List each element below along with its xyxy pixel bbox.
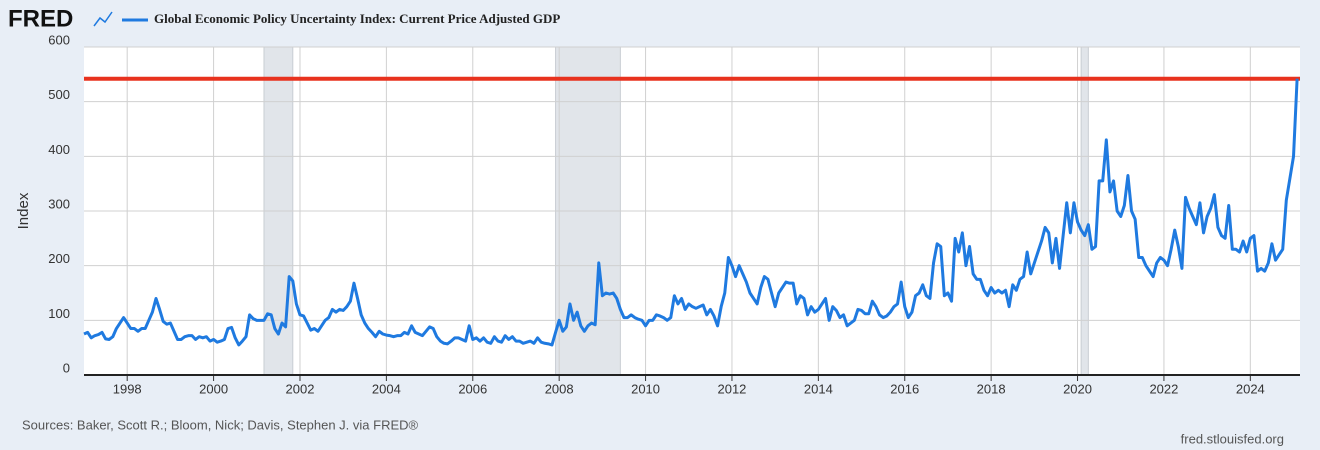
- x-tick-label: 2020: [1063, 381, 1092, 396]
- logo[interactable]: FRED: [8, 5, 73, 32]
- y-tick-label: 300: [48, 196, 70, 211]
- site[interactable]: fred.stlouisfed.org: [1181, 431, 1284, 446]
- y-axis-label: Index: [15, 192, 32, 229]
- x-tick-label: 2010: [631, 381, 660, 396]
- data-line: [83, 78, 1299, 347]
- x-tick-label: 2004: [372, 381, 401, 396]
- y-tick-label: 100: [48, 306, 70, 321]
- x-tick-label: 2008: [545, 381, 574, 396]
- x-tick-label: 2012: [717, 381, 746, 396]
- x-tick-label: 2002: [286, 381, 315, 396]
- source: Sources: Baker, Scott R.; Bloom, Nick; D…: [22, 417, 419, 432]
- x-tick-label: 1998: [113, 381, 142, 396]
- y-tick-label: 600: [48, 32, 70, 47]
- y-tick-label: 500: [48, 87, 70, 102]
- x-tick-label: 2024: [1236, 381, 1265, 396]
- x-tick-label: 2006: [458, 381, 487, 396]
- x-tick-label: 2022: [1149, 381, 1178, 396]
- y-tick-label: 400: [48, 142, 70, 157]
- x-tick-label: 2018: [977, 381, 1006, 396]
- y-tick-label: 200: [48, 251, 70, 266]
- x-tick-label: 2014: [804, 381, 833, 396]
- legend-label: Global Economic Policy Uncertainty Index…: [154, 11, 560, 26]
- x-tick-label: 2000: [199, 381, 228, 396]
- y-tick-label: 0: [63, 360, 70, 375]
- x-tick-label: 2016: [890, 381, 919, 396]
- logo-icon: [93, 11, 113, 27]
